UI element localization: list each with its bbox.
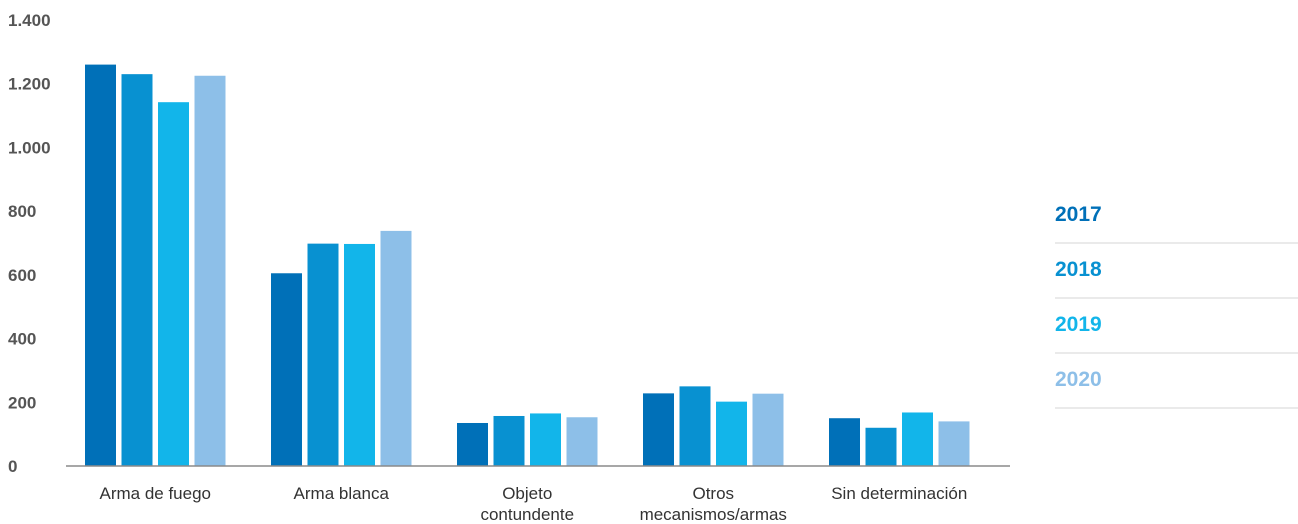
y-tick-label: 800	[8, 202, 36, 221]
bar-2018-cat-0	[121, 74, 153, 467]
bar-2018-cat-3	[679, 386, 711, 466]
bar-2019-cat-2	[530, 413, 561, 466]
y-tick-label: 1.200	[8, 75, 51, 94]
legend-item-2017: 2017	[1055, 203, 1102, 226]
x-category-label: Arma blanca	[294, 484, 390, 503]
x-category-label-line: contundente	[480, 505, 574, 524]
x-category-label: Sin determinación	[831, 484, 967, 503]
legend: 2017 2018 2019 2020	[1055, 203, 1298, 409]
bar-2018-cat-1	[307, 243, 339, 466]
bar-2020-cat-1	[380, 230, 412, 466]
x-category-label: Arma de fuego	[99, 484, 211, 503]
y-tick-label: 1.400	[8, 11, 51, 30]
x-axis-labels: Arma de fuego Arma blanca Objeto contundent…	[99, 484, 967, 524]
bar-2020-cat-3	[752, 393, 784, 466]
x-category-label-line: Arma de fuego	[99, 484, 211, 503]
bar-2018-cat-4	[865, 427, 897, 466]
y-tick-label: 0	[8, 457, 17, 476]
bar-2017-cat-0	[85, 64, 116, 466]
x-category-label-line: Arma blanca	[294, 484, 390, 503]
bar-2018-cat-2	[493, 415, 525, 466]
bar-2019-cat-1	[344, 243, 375, 466]
bar-2019-cat-4	[902, 412, 933, 466]
x-category-label-line: Otros	[692, 484, 734, 503]
y-tick-label: 400	[8, 330, 36, 349]
y-axis-ticks: 0 200 400 600 800 1.000 1.200 1.400	[8, 11, 51, 476]
bar-2017-cat-1	[271, 273, 302, 466]
x-category-label-line: Sin determinación	[831, 484, 967, 503]
bars	[85, 64, 970, 467]
bar-2020-cat-2	[566, 417, 598, 466]
x-category-label-line: mecanismos/armas	[640, 505, 787, 524]
bar-2017-cat-2	[457, 422, 488, 466]
legend-item-2018: 2018	[1055, 258, 1102, 281]
legend-item-2019: 2019	[1055, 313, 1102, 336]
legend-item-2020: 2020	[1055, 368, 1102, 391]
y-tick-label: 200	[8, 393, 36, 412]
x-category-label: Otros mecanismos/armas	[640, 484, 787, 524]
y-tick-label: 1.000	[8, 138, 51, 157]
bar-2017-cat-3	[643, 393, 674, 466]
y-tick-label: 600	[8, 266, 36, 285]
bar-2017-cat-4	[829, 418, 860, 466]
bar-2020-cat-0	[194, 75, 226, 466]
x-category-label-line: Objeto	[502, 484, 552, 503]
bar-2019-cat-3	[716, 401, 747, 466]
bar-2020-cat-4	[938, 421, 970, 466]
bar-2019-cat-0	[158, 102, 189, 466]
x-category-label: Objeto contundente	[480, 484, 574, 524]
